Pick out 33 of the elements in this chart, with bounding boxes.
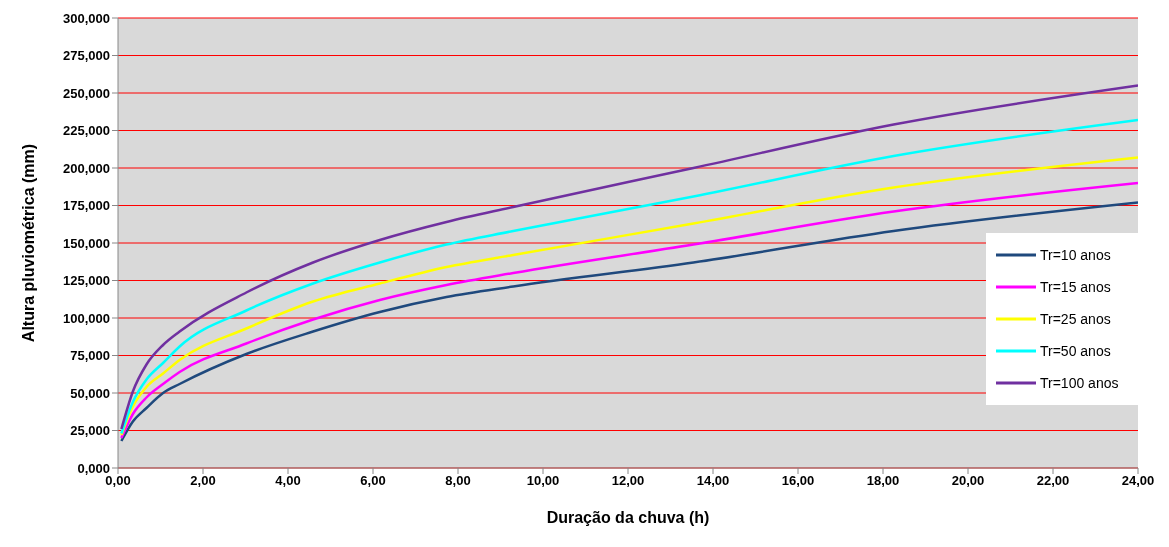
y-tick-label: 200,000 (63, 160, 110, 176)
y-tick-label: 125,000 (63, 273, 110, 289)
x-tick-label: 2,00 (190, 473, 216, 489)
x-tick-label: 12,00 (611, 473, 645, 489)
legend-label: Tr=10 anos (1040, 247, 1111, 263)
x-tick-label: 16,00 (781, 473, 815, 489)
x-tick-label: 22,00 (1036, 473, 1070, 489)
y-tick-label: 175,000 (63, 198, 110, 214)
y-tick-label: 275,000 (63, 48, 110, 64)
x-tick-label: 10,00 (526, 473, 560, 489)
x-tick-label: 20,00 (951, 473, 985, 489)
x-tick-label: 24,00 (1121, 473, 1155, 489)
y-tick-label: 50,000 (70, 385, 110, 401)
y-tick-label: 25,000 (70, 423, 110, 439)
legend-label: Tr=100 anos (1040, 375, 1119, 391)
y-tick-label: 0,000 (77, 460, 110, 476)
y-tick-label: 75,000 (70, 348, 110, 364)
y-tick-label: 250,000 (63, 85, 110, 101)
x-axis-title: Duração da chuva (h) (546, 509, 710, 526)
x-tick-label: 0,00 (105, 473, 131, 489)
legend-label: Tr=25 anos (1040, 311, 1111, 327)
legend-label: Tr=15 anos (1040, 279, 1111, 295)
y-tick-label: 300,000 (63, 10, 110, 26)
y-tick-label: 150,000 (63, 235, 110, 251)
y-tick-label: 100,000 (63, 310, 110, 326)
x-tick-label: 8,00 (445, 473, 471, 489)
x-tick-label: 4,00 (275, 473, 301, 489)
y-tick-label: 225,000 (63, 123, 110, 139)
x-tick-label: 18,00 (866, 473, 900, 489)
x-tick-label: 6,00 (360, 473, 386, 489)
legend-label: Tr=50 anos (1040, 343, 1111, 359)
y-axis-title: Altura pluviométrica (mm) (19, 143, 37, 343)
x-tick-label: 14,00 (696, 473, 730, 489)
